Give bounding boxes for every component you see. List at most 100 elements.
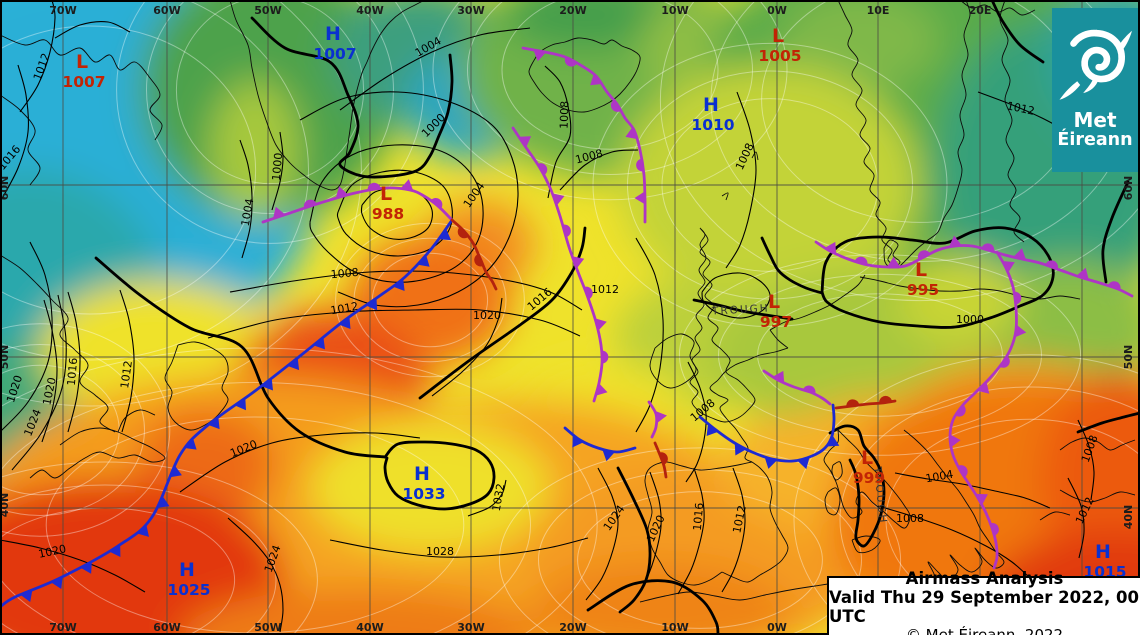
isobar bbox=[685, 361, 707, 483]
front-occluded bbox=[814, 240, 1134, 298]
coastline bbox=[528, 37, 641, 113]
pressure-center-H1007: H bbox=[325, 23, 341, 45]
pressure-centers: L1007H1007L1005H1010L988L997L995H1033H10… bbox=[62, 23, 1126, 599]
coastline bbox=[851, 535, 881, 554]
coastline bbox=[823, 429, 911, 529]
front-triangle bbox=[1002, 261, 1015, 273]
isobar-label: 1016 bbox=[65, 357, 80, 386]
coastline bbox=[824, 487, 841, 516]
isobar bbox=[309, 144, 484, 283]
front-semicircle bbox=[457, 226, 469, 239]
lon-label-top: 20W bbox=[559, 4, 586, 17]
isobar bbox=[54, 21, 131, 39]
pressure-value-1010: 1010 bbox=[691, 116, 734, 134]
isobar bbox=[877, 505, 1033, 581]
isobar bbox=[207, 308, 581, 339]
lon-label-bottom: 30W bbox=[457, 621, 484, 634]
front-semicircle bbox=[1045, 260, 1058, 270]
isobar-label: 1012 bbox=[1006, 99, 1036, 118]
front-semicircle bbox=[990, 522, 999, 536]
front-triangle bbox=[208, 416, 220, 430]
isobar bbox=[725, 91, 757, 269]
front-semicircle bbox=[474, 254, 484, 267]
isobar-label: 1020 bbox=[37, 542, 67, 561]
airmass-blob bbox=[505, 0, 665, 50]
logo-text-met: Met bbox=[1073, 108, 1117, 132]
front-triangle bbox=[625, 127, 638, 140]
airmass-contour bbox=[0, 347, 598, 635]
coastline bbox=[0, 254, 116, 433]
lat-label-right: 60N bbox=[1122, 176, 1135, 201]
lon-label-bottom: 60W bbox=[153, 621, 180, 634]
front-triangle bbox=[602, 449, 615, 462]
front-triangle bbox=[234, 398, 246, 411]
front-triangle bbox=[977, 381, 990, 394]
airmass-contour bbox=[116, 0, 424, 244]
front-triangle bbox=[287, 357, 300, 371]
front-semicircle bbox=[430, 197, 443, 209]
front-triangle bbox=[169, 465, 182, 478]
pressure-center-L995: L bbox=[915, 259, 927, 281]
coastline bbox=[831, 461, 843, 481]
front-triangle bbox=[654, 410, 667, 424]
airmass-contour bbox=[0, 344, 145, 516]
isobar bbox=[11, 294, 67, 471]
isobar-bold bbox=[616, 466, 652, 614]
fronts-layer bbox=[0, 46, 1134, 609]
pressure-center-H1025: H bbox=[179, 559, 195, 581]
front-triangle bbox=[50, 576, 63, 589]
pressure-value-999: 999 bbox=[853, 469, 885, 487]
lon-label-bottom: 10W bbox=[661, 621, 688, 634]
logo-text-eireann: Éireann bbox=[1057, 130, 1133, 150]
coastline bbox=[1059, 437, 1136, 451]
front-triangle bbox=[273, 206, 286, 219]
lat-label-right: 40N bbox=[1122, 505, 1135, 530]
isobar-bold bbox=[760, 236, 824, 295]
front-semicircle bbox=[999, 355, 1010, 368]
lon-label-bottom: 40W bbox=[356, 621, 383, 634]
front-semicircle bbox=[601, 350, 609, 364]
front-triangle bbox=[797, 456, 810, 470]
coastline bbox=[769, 274, 866, 331]
airmass-blob bbox=[900, 255, 1020, 345]
isobar bbox=[41, 299, 58, 443]
isobar bbox=[339, 27, 531, 111]
pressure-center-L988: L bbox=[380, 183, 392, 205]
isobar-label: 1032 bbox=[490, 482, 508, 512]
front-triangle bbox=[595, 383, 608, 396]
front-semicircle bbox=[846, 399, 860, 407]
isobar bbox=[19, 0, 56, 113]
coastline bbox=[29, 427, 166, 479]
front-triangle bbox=[438, 228, 451, 241]
isobar-bold bbox=[383, 440, 496, 511]
front-occluded bbox=[521, 46, 647, 224]
airmass-blob bbox=[780, 0, 940, 90]
front-triangle bbox=[533, 49, 547, 62]
lon-label-top: 70W bbox=[49, 4, 76, 17]
airmass-contour bbox=[839, 386, 1140, 635]
front-semicircle bbox=[537, 163, 548, 176]
isobar bbox=[67, 291, 81, 433]
coastline bbox=[859, 276, 1081, 300]
isobar-label: 1020 bbox=[473, 309, 501, 322]
front-semicircle bbox=[367, 182, 381, 191]
isobar-label: 1016 bbox=[691, 502, 706, 531]
pressure-center-H1010: H bbox=[703, 94, 719, 116]
front-triangle bbox=[365, 298, 378, 311]
isobar bbox=[239, 139, 253, 259]
coastline bbox=[649, 333, 697, 389]
coastline bbox=[721, 192, 729, 201]
front-triangle bbox=[734, 443, 747, 456]
isobar-label: 1000 bbox=[956, 313, 984, 326]
isobar bbox=[431, 297, 503, 397]
isobar bbox=[701, 272, 771, 319]
isobar-label: 1012 bbox=[329, 300, 359, 318]
isobar-bold bbox=[250, 16, 454, 179]
front-semicircle bbox=[957, 465, 968, 478]
isobar bbox=[0, 64, 30, 203]
front-triangle bbox=[184, 438, 197, 450]
